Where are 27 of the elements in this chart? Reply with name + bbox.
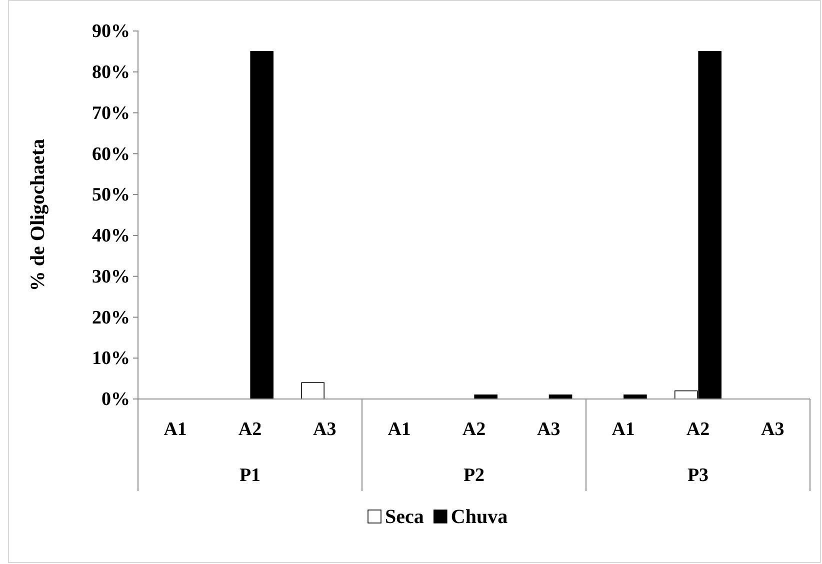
x-tick-label: A3 bbox=[313, 419, 336, 440]
y-tick-label: 80% bbox=[92, 62, 130, 83]
y-tick-label: 10% bbox=[92, 348, 130, 370]
x-tick-label: A3 bbox=[761, 419, 784, 440]
y-tick-label: 20% bbox=[92, 307, 130, 328]
y-tick-label: 0% bbox=[102, 389, 130, 410]
x-tick-label: A1 bbox=[164, 419, 187, 440]
y-tick-label: 90% bbox=[92, 21, 130, 42]
legend-label: Seca bbox=[385, 506, 424, 528]
x-tick-label: A2 bbox=[686, 419, 710, 440]
y-tick-label: 70% bbox=[92, 102, 130, 124]
bar bbox=[250, 51, 274, 400]
bar bbox=[301, 382, 324, 400]
legend-label: Chuva bbox=[450, 506, 508, 528]
y-tick-label: 40% bbox=[92, 226, 130, 247]
text: P1 bbox=[239, 465, 261, 486]
x-tick-label: A1 bbox=[388, 419, 411, 440]
x-tick-label: A3 bbox=[537, 419, 560, 440]
x-tick-label: A2 bbox=[238, 419, 262, 440]
y-tick-label: 60% bbox=[92, 144, 130, 165]
text: P2 bbox=[463, 465, 485, 486]
text: P3 bbox=[687, 465, 709, 486]
y-axis-title: % de Oligochaeta bbox=[27, 138, 49, 292]
y-tick-label: 50% bbox=[92, 184, 130, 206]
y-tick-label: 30% bbox=[92, 266, 130, 288]
x-tick-label: A1 bbox=[612, 419, 635, 440]
x-tick-label: A2 bbox=[462, 419, 486, 440]
